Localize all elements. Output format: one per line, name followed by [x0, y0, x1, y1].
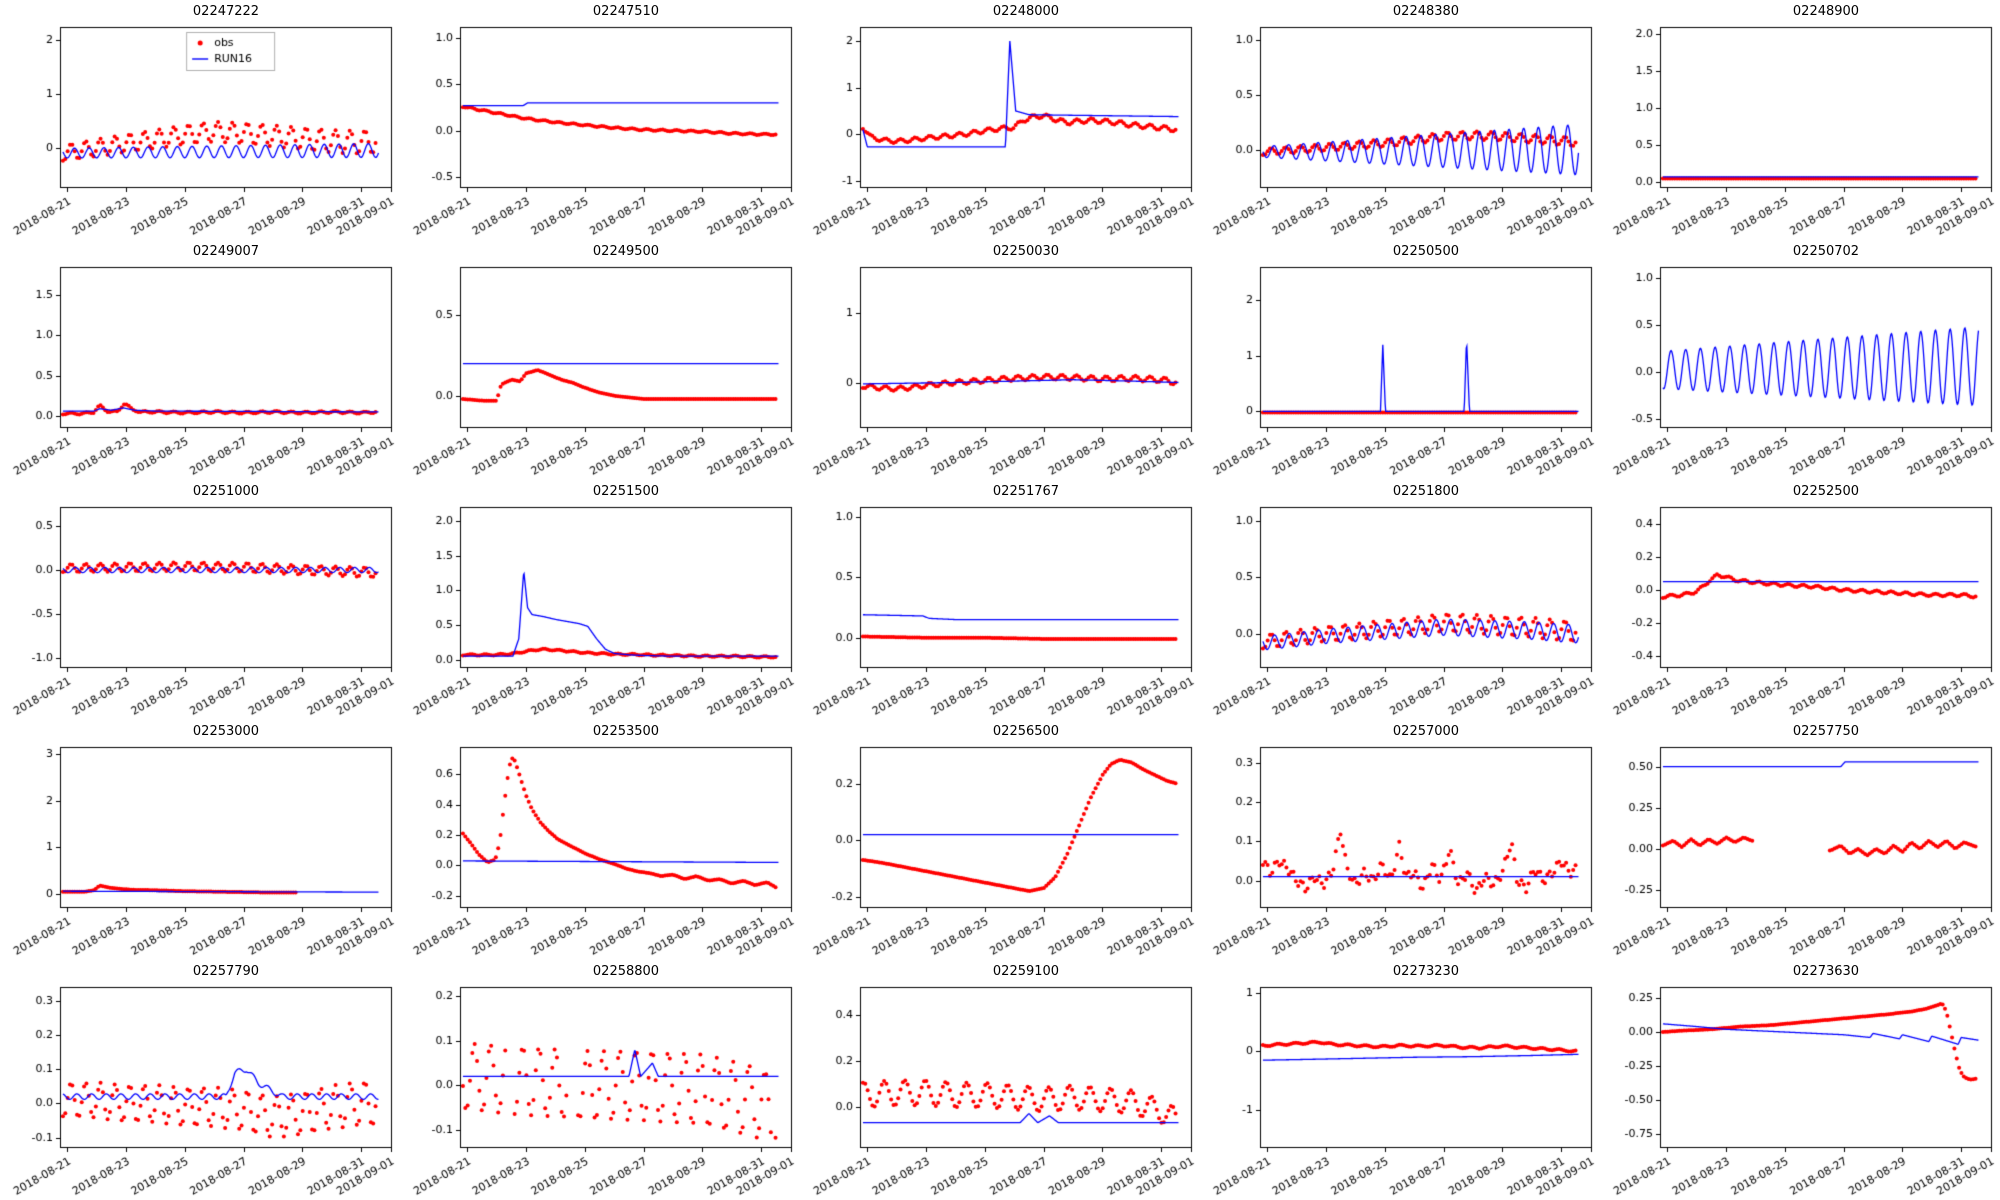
subplot-canvas	[800, 262, 1200, 478]
subplot-canvas	[1200, 982, 1600, 1198]
subplot-canvas	[1600, 22, 2000, 238]
subplot-title: 02250702	[1792, 244, 1860, 259]
subplot-canvas	[0, 502, 400, 718]
subplot: 02257750	[1600, 720, 2000, 960]
subplot-canvas	[1600, 742, 2000, 958]
subplot-title: 02253500	[592, 724, 660, 739]
subplot: 02247222	[0, 0, 400, 240]
subplot: 02253000	[0, 720, 400, 960]
subplot-canvas	[1600, 262, 2000, 478]
subplot-canvas	[400, 502, 800, 718]
subplot-title: 02257790	[192, 964, 260, 979]
subplot-canvas	[800, 502, 1200, 718]
subplot: 02249500	[400, 240, 800, 480]
subplot: 02259100	[800, 960, 1200, 1200]
subplot: 02273230	[1200, 960, 1600, 1200]
subplot-title: 02251767	[992, 484, 1060, 499]
subplot-title: 02247222	[192, 4, 260, 19]
subplot-title: 02253000	[192, 724, 260, 739]
subplot-title: 02257750	[1792, 724, 1860, 739]
subplot: 02248000	[800, 0, 1200, 240]
subplot-title: 02251800	[1392, 484, 1460, 499]
subplot-canvas	[800, 982, 1200, 1198]
subplot-canvas	[0, 742, 400, 958]
subplot: 02250702	[1600, 240, 2000, 480]
subplot-title: 02273230	[1392, 964, 1460, 979]
subplot: 02247510	[400, 0, 800, 240]
subplot-canvas	[1200, 262, 1600, 478]
subplot: 02249007	[0, 240, 400, 480]
subplot-canvas	[800, 22, 1200, 238]
subplot: 02251800	[1200, 480, 1600, 720]
subplot-canvas	[1200, 742, 1600, 958]
subplot: 02251767	[800, 480, 1200, 720]
subplot-canvas	[1200, 502, 1600, 718]
subplot-title: 02252500	[1792, 484, 1860, 499]
subplot-canvas	[800, 742, 1200, 958]
subplot-canvas	[1600, 982, 2000, 1198]
subplot: 02252500	[1600, 480, 2000, 720]
subplot-canvas	[0, 262, 400, 478]
subplot: 02250030	[800, 240, 1200, 480]
subplot: 02273630	[1600, 960, 2000, 1200]
subplot-canvas	[400, 982, 800, 1198]
subplot: 02248380	[1200, 0, 1600, 240]
subplot-title: 02248900	[1792, 4, 1860, 19]
subplot-title: 02251500	[592, 484, 660, 499]
subplot: 02257790	[0, 960, 400, 1200]
subplot: 02258800	[400, 960, 800, 1200]
subplot-title: 02249500	[592, 244, 660, 259]
subplot-canvas	[0, 982, 400, 1198]
subplot-title: 02273630	[1792, 964, 1860, 979]
subplot-title: 02250500	[1392, 244, 1460, 259]
subplot-canvas	[1200, 22, 1600, 238]
subplot: 02248900	[1600, 0, 2000, 240]
subplot-title: 02258800	[592, 964, 660, 979]
subplot: 02250500	[1200, 240, 1600, 480]
subplot: 02257000	[1200, 720, 1600, 960]
subplot-canvas	[1600, 502, 2000, 718]
subplot-canvas	[400, 262, 800, 478]
subplot-canvas	[400, 22, 800, 238]
subplot-title: 02249007	[192, 244, 260, 259]
subplot: 02251500	[400, 480, 800, 720]
subplot-title: 02250030	[992, 244, 1060, 259]
subplot-title: 02248000	[992, 4, 1060, 19]
subplot-title: 02251000	[192, 484, 260, 499]
subplot-title: 02259100	[992, 964, 1060, 979]
subplot: 02251000	[0, 480, 400, 720]
subplot-title: 02257000	[1392, 724, 1460, 739]
subplot-title: 02247510	[592, 4, 660, 19]
subplot: 02256500	[800, 720, 1200, 960]
subplot-title: 02256500	[992, 724, 1060, 739]
subplot-title: 02248380	[1392, 4, 1460, 19]
subplot: 02253500	[400, 720, 800, 960]
subplot-canvas	[400, 742, 800, 958]
subplot-canvas	[0, 22, 400, 238]
